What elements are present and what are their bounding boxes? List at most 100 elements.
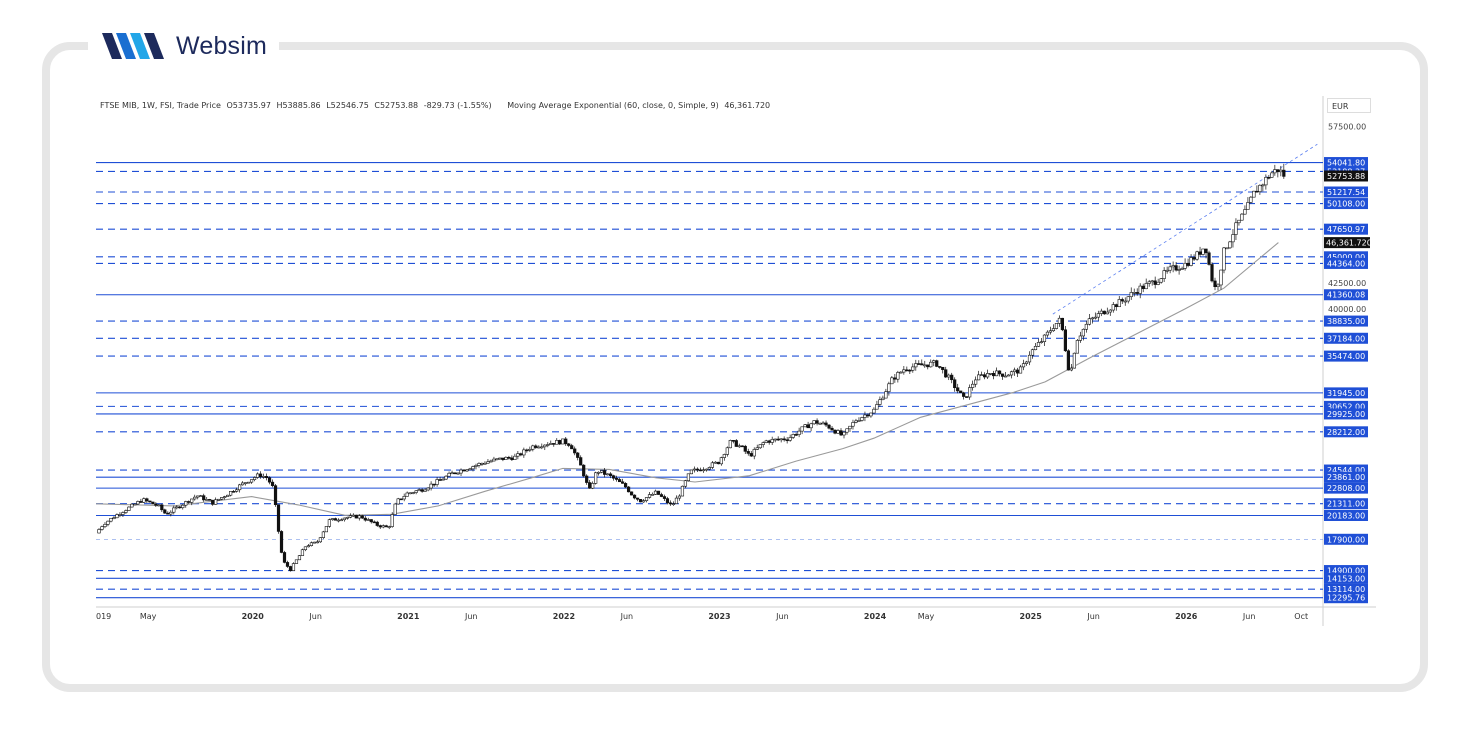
candle-body: [632, 494, 637, 499]
candle-body: [339, 519, 343, 522]
level-label: 30652.00: [1327, 402, 1365, 411]
x-tick-label: 2020: [242, 612, 265, 621]
candle-body: [689, 469, 694, 475]
candle-body: [483, 462, 487, 465]
legend-indicator: Moving Average Exponential (60, close, 0…: [507, 101, 719, 110]
candle-body: [486, 461, 490, 464]
x-tick-label: May: [140, 612, 157, 621]
trend-channel-line: [1052, 143, 1318, 315]
candle-body: [552, 443, 556, 445]
candle-body: [294, 559, 299, 564]
level-label: 41360.08: [1327, 291, 1365, 300]
candle-body: [432, 483, 436, 486]
candle-body: [345, 516, 349, 519]
x-tick-label: 2021: [397, 612, 420, 621]
level-label: 23861.00: [1327, 473, 1365, 482]
candle-body: [620, 481, 625, 484]
candle-body: [884, 391, 888, 399]
candle-body: [728, 440, 732, 449]
candle-body: [393, 503, 397, 515]
candle-body: [1072, 352, 1076, 369]
candle-body: [1030, 349, 1035, 356]
candle-body: [1267, 176, 1271, 179]
candle-body: [656, 490, 661, 495]
candle-body: [187, 501, 191, 503]
candle-body: [444, 475, 448, 480]
candle-body: [809, 423, 813, 429]
candle-body: [935, 360, 939, 367]
candle-body: [151, 501, 155, 505]
candle-body: [291, 563, 296, 571]
candle-body: [330, 518, 334, 520]
candle-body: [453, 472, 457, 475]
legend-high: H53885.86: [276, 101, 321, 110]
candle-body: [821, 422, 825, 425]
candle-body: [270, 481, 275, 486]
candle-body: [169, 511, 173, 515]
candle-body: [1081, 328, 1085, 337]
websim-logo-icon: [102, 33, 164, 59]
candle-body: [776, 438, 780, 441]
candle-body: [1057, 317, 1062, 324]
candle-body: [812, 420, 816, 425]
level-label: 28212.00: [1327, 428, 1365, 437]
candle-body: [710, 462, 714, 468]
candle-body: [659, 494, 664, 497]
candle-body: [321, 531, 325, 538]
candle-body: [1039, 341, 1044, 343]
candle-body: [214, 499, 218, 505]
candle-body: [752, 449, 756, 457]
candle-body: [974, 379, 978, 385]
candle-body: [1048, 330, 1053, 333]
candle-body: [465, 469, 469, 472]
candle-body: [785, 439, 789, 442]
candle-body: [1231, 234, 1235, 243]
candle-body: [1279, 169, 1283, 173]
candle-body: [318, 537, 322, 543]
candle-body: [474, 465, 478, 467]
level-label-bg: [1324, 572, 1368, 584]
candle-body: [893, 377, 897, 380]
level-label-bg: [1324, 482, 1368, 494]
candle-body: [516, 453, 520, 457]
candle-body: [387, 526, 391, 528]
candle-body: [333, 518, 337, 521]
candle-body: [537, 446, 541, 449]
candle-body: [908, 369, 912, 372]
candle-body: [501, 457, 505, 460]
candle-body: [980, 374, 984, 376]
candle-body: [372, 521, 376, 524]
candle-body: [238, 484, 242, 491]
candle-body: [923, 364, 927, 367]
candle-body: [1006, 374, 1011, 377]
candle-body: [229, 491, 233, 496]
candle-body: [573, 448, 577, 454]
currency-button[interactable]: EUR: [1327, 98, 1371, 113]
candle-body: [402, 496, 406, 500]
candle-body: [1075, 340, 1079, 354]
candle-body: [1027, 354, 1032, 363]
x-tick-label: Jun: [1242, 612, 1256, 621]
candle-body: [223, 496, 227, 498]
candle-body: [991, 373, 996, 377]
candle-body: [806, 424, 810, 429]
candle-body: [139, 501, 143, 503]
x-tick-label: Oct: [1294, 612, 1308, 621]
candle-body: [1252, 190, 1256, 198]
candle-body: [525, 449, 529, 452]
candle-body: [1255, 190, 1259, 193]
price-chart[interactable]: 57500.0042500.0040000.0054041.8053188.37…: [96, 96, 1376, 626]
candle-body: [381, 525, 385, 528]
ema-line: [96, 242, 1279, 516]
candle-body: [513, 455, 517, 460]
candle-body: [208, 499, 212, 501]
level-label-bg: [1324, 583, 1368, 595]
candle-body: [803, 424, 807, 428]
candle-body: [881, 397, 885, 401]
candle-body: [1222, 247, 1226, 271]
candle-body: [1249, 196, 1253, 203]
level-label: 14153.00: [1327, 574, 1365, 583]
candle-body: [109, 517, 113, 522]
level-label-bg: [1324, 408, 1368, 420]
candle-body: [926, 364, 930, 368]
